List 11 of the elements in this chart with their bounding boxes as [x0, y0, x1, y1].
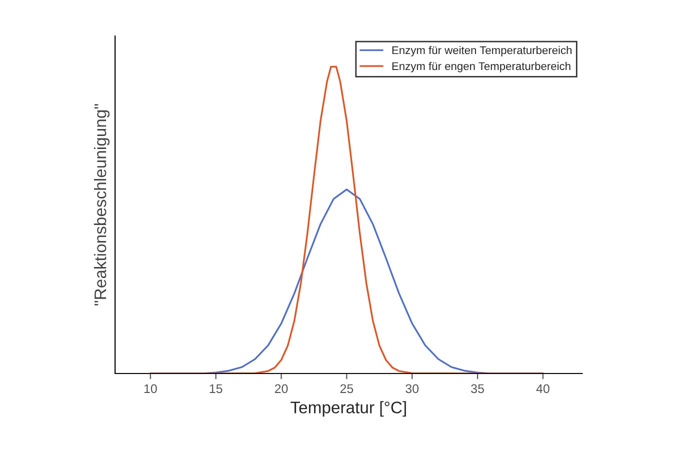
x-tick-label: 20: [274, 384, 288, 394]
x-tick-label: 35: [471, 384, 484, 394]
x-tick-label: 15: [210, 384, 222, 394]
x-axis-title: Temperatur [°C]: [290, 401, 406, 417]
x-tick-label: 10: [144, 384, 157, 394]
x-tick-label: 25: [340, 384, 354, 394]
x-tick-label: 40: [536, 384, 550, 394]
legend-label: Enzym für engen Temperaturbereich: [392, 62, 570, 72]
x-tick-label: 30: [406, 384, 419, 394]
legend-label: Enzym für weiten Temperaturbereich: [392, 46, 572, 56]
y-axis-title: "Reaktionsbeschleunigung": [94, 104, 110, 306]
